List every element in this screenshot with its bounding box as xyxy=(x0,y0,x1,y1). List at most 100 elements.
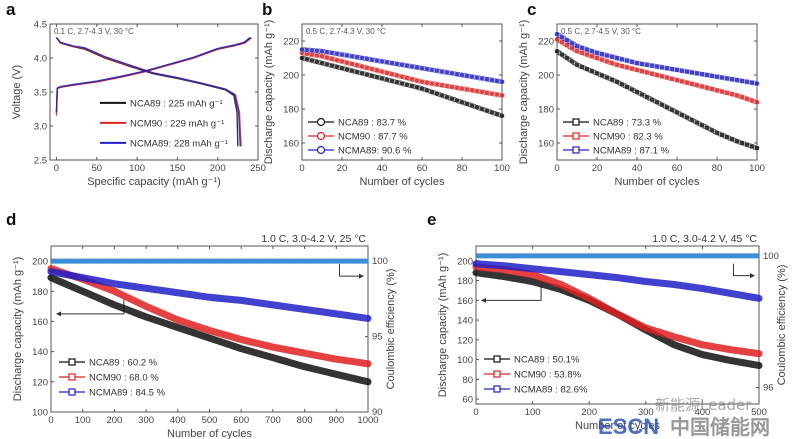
y-tick-label: 3.0 xyxy=(34,122,47,133)
condition-label: 0.5 C, 2.7-4.5 V, 30 °C xyxy=(561,27,641,36)
x-tick-label: 200 xyxy=(581,407,597,418)
right-axis-arrow xyxy=(733,263,753,277)
x-tick-label: 400 xyxy=(170,415,186,426)
legend-label: NCMA89: 90.6 % xyxy=(338,146,412,157)
y-tick-label: 120 xyxy=(32,377,48,388)
panel-letter-c: c xyxy=(527,0,536,19)
legend-marker xyxy=(68,358,76,366)
data-point xyxy=(0,361,6,367)
legend-item-NCMA89: NCMA89 : 82.6% xyxy=(484,385,588,396)
y-tick-label: 2.5 xyxy=(34,156,47,167)
series-band xyxy=(554,31,760,86)
data-point xyxy=(754,80,760,87)
x-axis-label: Number of cycles xyxy=(360,176,445,188)
series-NCA89 xyxy=(299,55,505,119)
legend-item-NCM90: NCM90 : 82.3 % xyxy=(563,132,663,143)
left-axis-arrow xyxy=(57,299,125,315)
y-tick-label: 140 xyxy=(457,316,473,327)
x-tick-label: 1000 xyxy=(357,415,378,426)
panel-a: a 0 50 100 150 200 250 2.5 3.0 3.5 4.0 4.5 Specific … xyxy=(6,0,266,188)
x-tick-label: 100 xyxy=(749,163,765,174)
right-axis-arrow xyxy=(338,264,362,277)
legend-label: NCA89 : 83.7 % xyxy=(338,118,407,129)
data-point xyxy=(454,97,460,104)
y-right-tick-label: 90 xyxy=(372,407,383,418)
legend-marker xyxy=(572,132,580,140)
x-tick-label: 250 xyxy=(250,163,266,174)
legend-item-NCA89: NCA89 : 225 mAh g⁻¹ xyxy=(100,98,223,109)
data-point xyxy=(419,85,425,92)
x-tick-label: 100 xyxy=(494,163,510,174)
x-tick-label: 40 xyxy=(377,163,388,174)
condition-label: 1.0 C, 3.0-4.2 V, 25 °C xyxy=(261,233,366,245)
x-tick-label: 100 xyxy=(129,163,145,174)
series-NCMA89 xyxy=(554,31,760,87)
y-axis-label: Discharge capacity (mAh g⁻¹) xyxy=(263,20,275,165)
legend-label: NCM90 : 68.0 % xyxy=(89,373,159,384)
series-band xyxy=(472,269,763,370)
x-tick-label: 700 xyxy=(265,415,281,426)
series-NCMA89 xyxy=(0,268,372,322)
x-tick-label: 500 xyxy=(751,407,767,418)
watermark-brand-text: ESCN xyxy=(598,414,659,439)
x-tick-label: 20 xyxy=(592,163,603,174)
y-axis-label: Discharge capacity (mAh g⁻¹) xyxy=(437,253,449,398)
x-tick-label: 300 xyxy=(638,407,654,418)
x-tick-label: 0 xyxy=(473,407,478,418)
data-point xyxy=(499,78,505,85)
data-point xyxy=(494,111,500,117)
panel-c: c 0 20 40 60 80 100 160 180 200 220 Number of cycle… xyxy=(518,0,765,188)
legend-label: NCM90 : 53.8% xyxy=(514,370,582,381)
legend-label: NCA89 : 225 mAh g⁻¹ xyxy=(130,98,223,109)
legend-label: NCM90 : 229 mAh g⁻¹ xyxy=(130,118,224,129)
series-NCMA89 xyxy=(55,37,252,147)
data-point xyxy=(444,94,450,100)
data-point xyxy=(554,48,560,54)
condition-label: 0.5 C, 2.7-4.3 V, 30 °C xyxy=(306,27,386,36)
y-right-tick-label: 96 xyxy=(763,383,774,394)
series-NCA89 xyxy=(55,37,251,147)
data-point xyxy=(0,315,6,322)
x-tick-label: 80 xyxy=(712,163,723,174)
data-point xyxy=(0,362,6,369)
legend-item-NCA89: NCA89 : 73.3 % xyxy=(563,118,662,129)
legend-marker xyxy=(493,355,501,363)
y-tick-label: 180 xyxy=(32,287,48,298)
legend-label: NCMA89 : 87.1 % xyxy=(593,146,670,157)
y-tick-label: 160 xyxy=(538,139,554,150)
series-NCM90 xyxy=(55,37,253,147)
panel-letter-d: d xyxy=(6,210,16,229)
data-point xyxy=(564,55,570,61)
x-tick-label: 80 xyxy=(457,163,468,174)
x-tick-label: 200 xyxy=(106,415,122,426)
x-tick-label: 60 xyxy=(672,163,683,174)
condition-label: 1.0 C, 3.0-4.2 V, 45 °C xyxy=(652,233,757,245)
x-axis-label: Specific capacity (mAh g⁻¹) xyxy=(87,176,221,188)
data-point xyxy=(0,295,6,302)
legend-label: NCM90 : 82.3 % xyxy=(593,132,663,143)
series-NCA89 xyxy=(554,48,760,151)
condition-label: 0.1 C, 2.7-4.3 V, 30 °C xyxy=(54,27,134,36)
watermark-wechat-text: 新能源Leader xyxy=(655,396,752,414)
y-tick-label: 200 xyxy=(283,71,299,82)
legend-item-NCMA89: NCMA89: 90.6 % xyxy=(308,146,412,157)
legend-marker xyxy=(316,131,326,141)
series-band xyxy=(299,47,505,85)
series-band xyxy=(299,55,505,119)
x-tick-label: 0 xyxy=(54,163,59,174)
x-tick-label: 0 xyxy=(554,163,559,174)
data-point xyxy=(474,104,480,111)
series-NCA89 xyxy=(0,274,372,386)
panel-letter-a: a xyxy=(6,0,16,19)
curve-discharge xyxy=(55,37,241,147)
y-tick-label: 140 xyxy=(32,347,48,358)
y-tick-label: 220 xyxy=(283,37,299,48)
data-point xyxy=(554,31,560,37)
legend-label: NCA89 : 50.1% xyxy=(514,355,580,366)
series-band xyxy=(472,263,763,358)
legend-item-NCMA89: NCMA89: 228 mAh g⁻¹ xyxy=(100,138,228,149)
legend-item-NCM90: NCM90 : 229 mAh g⁻¹ xyxy=(100,118,224,129)
legend-marker xyxy=(68,373,76,381)
watermark: 新能源Leader ESCN 中国储能网 xyxy=(598,396,770,439)
